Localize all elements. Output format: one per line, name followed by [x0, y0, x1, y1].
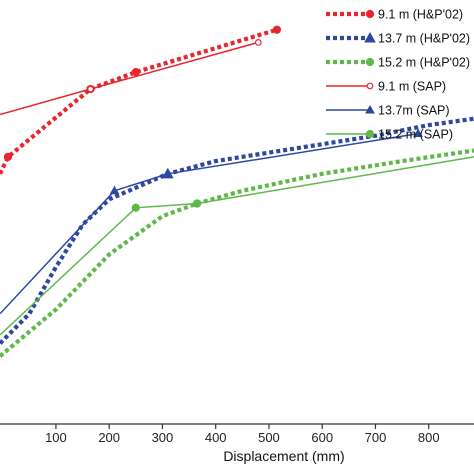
legend-label: 9.1 m (H&P'02): [378, 8, 463, 22]
series-line: [0, 148, 474, 358]
legend-marker: [365, 104, 375, 114]
x-tick-label: 700: [365, 430, 387, 445]
x-tick-label: 500: [258, 430, 280, 445]
x-tick-label: 600: [311, 430, 333, 445]
legend-item: 9.1 m (SAP): [326, 80, 446, 94]
x-tick-label: 400: [205, 430, 227, 445]
series-group: [0, 25, 474, 358]
series-line: [0, 156, 474, 336]
x-tick-label: 300: [152, 430, 174, 445]
legend-item: 9.1 m (H&P'02): [326, 8, 463, 22]
data-point: [254, 39, 262, 46]
legend-label: 15.2 m (SAP): [378, 128, 453, 142]
series-4: [0, 39, 262, 116]
series-line: [0, 27, 278, 175]
legend-label: 13.7m (SAP): [378, 104, 450, 118]
legend-marker: [365, 129, 375, 139]
series-line: [0, 41, 259, 116]
legend: 9.1 m (H&P'02) 13.7 m (H&P'02) 15.2 m (H&P…: [326, 8, 470, 142]
x-axis-title: Displacement (mm): [223, 448, 344, 464]
data-point: [162, 168, 173, 178]
legend-marker: [366, 82, 374, 90]
legend-label: 15.2 m (H&P'02): [378, 56, 470, 70]
legend-marker: [365, 57, 375, 67]
data-point: [131, 67, 140, 77]
legend-item: 13.7 m (H&P'02): [326, 32, 470, 46]
legend-item: 15.2 m (H&P'02): [326, 56, 470, 70]
legend-item: 13.7m (SAP): [326, 104, 450, 118]
data-point: [192, 199, 202, 208]
x-tick-label: 100: [45, 430, 67, 445]
series-line: [0, 132, 419, 315]
data-point: [131, 203, 140, 212]
series-clip-group: [0, 25, 474, 358]
data-point: [87, 85, 94, 93]
series-line: [0, 116, 474, 345]
legend-marker: [365, 9, 375, 19]
data-point: [272, 25, 282, 34]
data-point: [109, 185, 120, 195]
series-2: [0, 116, 474, 345]
x-tick-label: 800: [418, 430, 440, 445]
legend-label: 9.1 m (SAP): [378, 80, 446, 94]
axes: 100 200 300 400 500 600 700 800: [0, 423, 474, 445]
legend-marker: [364, 31, 376, 43]
legend-item: 15.2 m (SAP): [326, 128, 453, 142]
data-point: [413, 128, 423, 138]
series-3: [0, 148, 474, 358]
legend-label: 13.7 m (H&P'02): [378, 32, 470, 46]
series-6: [0, 156, 474, 336]
data-point: [3, 152, 13, 161]
series-5: [0, 128, 423, 315]
x-tick-label: 200: [98, 430, 120, 445]
